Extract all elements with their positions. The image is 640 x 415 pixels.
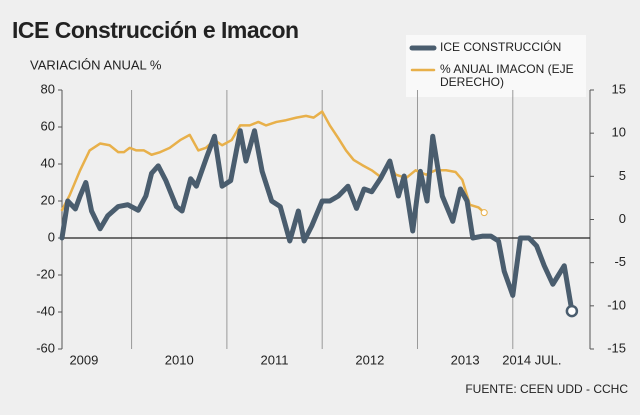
y2-tick-label: 0 [619,211,626,226]
source: FUENTE: CEEN UDD - CCHC [465,382,628,396]
legend-box [406,35,586,97]
y2-tick-label: -15 [607,340,626,355]
y-tick-label: 20 [41,192,55,207]
x-tick-label: 2010 [165,352,194,367]
y2-tick-label: -5 [614,254,626,269]
y2-tick-label: 15 [612,81,626,96]
y-tick-label: 0 [48,229,55,244]
y2-tick-label: 5 [619,168,626,183]
y-tick-label: 80 [41,81,55,96]
y-tick-label: 40 [41,155,55,170]
x-tick-label: 2012 [355,352,384,367]
end-marker [480,209,488,217]
end-marker [565,304,579,318]
x-tick-label: 2013 [451,352,480,367]
y2-tick-label: -10 [607,297,626,312]
series-line [59,128,575,314]
subtitle: VARIACIÓN ANUAL % [30,57,162,72]
y-tick-label: -60 [36,340,55,355]
legend-label: % ANUAL IMACON (EJE DERECHO) [440,62,574,89]
x-tick-label: 2014 JUL. [502,352,561,367]
series-line [60,110,486,214]
y-tick-label: 60 [41,118,55,133]
y2-tick-label: 10 [612,125,626,140]
chart-title: ICE Construcción e Imacon [12,17,299,43]
x-tick-label: 2011 [261,352,289,367]
y-tick-label: -40 [36,303,55,318]
legend-label: ICE CONSTRUCCIÓN [440,40,562,54]
y-tick-label: -20 [36,266,55,281]
x-tick-label: 2009 [69,352,98,367]
